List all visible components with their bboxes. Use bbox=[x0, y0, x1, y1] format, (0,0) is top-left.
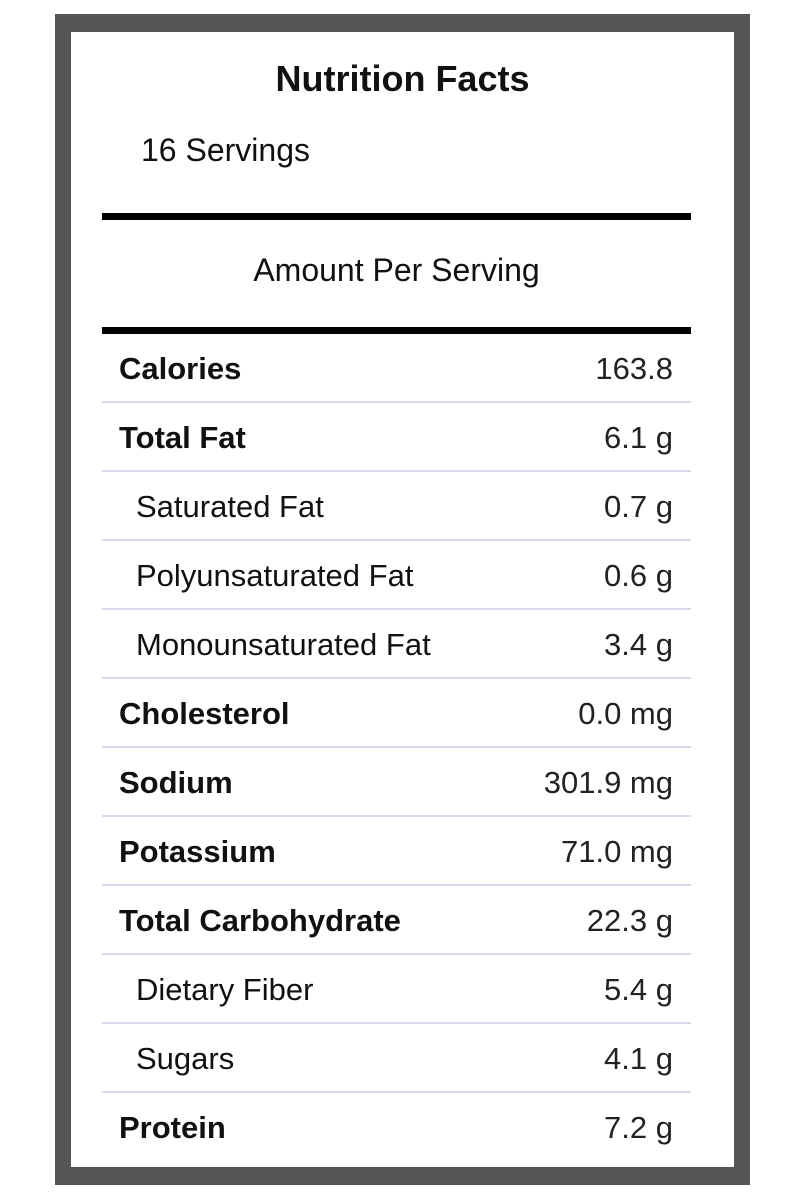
nutrition-label-frame: Nutrition Facts 16 Servings Amount Per S… bbox=[55, 14, 750, 1185]
nutrient-row-dietary-fiber: Dietary Fiber 5.4 g bbox=[102, 955, 691, 1024]
nutrient-name: Calories bbox=[119, 351, 242, 386]
nutrient-value: 22.3 g bbox=[586, 903, 673, 938]
nutrient-name: Potassium bbox=[119, 834, 276, 869]
servings-count: 16 Servings bbox=[141, 132, 310, 168]
nutrient-value: 7.2 g bbox=[604, 1110, 673, 1145]
nutrient-value: 163.8 bbox=[595, 351, 673, 386]
nutrient-row-sugars: Sugars 4.1 g bbox=[102, 1024, 691, 1093]
nutrient-name: Sodium bbox=[119, 765, 233, 800]
nutrient-name: Monounsaturated Fat bbox=[136, 627, 431, 662]
nutrient-row-total-carbohydrate: Total Carbohydrate 22.3 g bbox=[102, 886, 691, 955]
thick-divider-bottom bbox=[102, 327, 691, 334]
nutrient-name: Cholesterol bbox=[119, 696, 290, 731]
nutrient-name: Protein bbox=[119, 1110, 226, 1145]
nutrient-name: Saturated Fat bbox=[136, 489, 324, 524]
nutrient-row-total-fat: Total Fat 6.1 g bbox=[102, 403, 691, 472]
nutrient-name: Total Fat bbox=[119, 420, 246, 455]
nutrient-row-saturated-fat: Saturated Fat 0.7 g bbox=[102, 472, 691, 541]
nutrient-row-monounsaturated-fat: Monounsaturated Fat 3.4 g bbox=[102, 610, 691, 679]
nutrient-value: 301.9 mg bbox=[543, 765, 673, 800]
nutrient-value: 0.6 g bbox=[604, 558, 673, 593]
nutrient-value: 6.1 g bbox=[604, 420, 673, 455]
nutrient-row-potassium: Potassium 71.0 mg bbox=[102, 817, 691, 886]
nutrient-value: 3.4 g bbox=[604, 627, 673, 662]
nutrient-value: 0.7 g bbox=[604, 489, 673, 524]
nutrient-value: 71.0 mg bbox=[560, 834, 673, 869]
nutrition-label-panel: Nutrition Facts 16 Servings Amount Per S… bbox=[71, 32, 734, 1167]
nutrient-row-polyunsaturated-fat: Polyunsaturated Fat 0.6 g bbox=[102, 541, 691, 610]
nutrient-list: Calories 163.8 Total Fat 6.1 g Saturated… bbox=[102, 334, 691, 1162]
nutrient-name: Dietary Fiber bbox=[136, 972, 314, 1007]
nutrient-row-sodium: Sodium 301.9 mg bbox=[102, 748, 691, 817]
nutrient-row-calories: Calories 163.8 bbox=[102, 334, 691, 403]
amount-per-serving-heading: Amount Per Serving bbox=[253, 252, 540, 288]
nutrient-value: 0.0 mg bbox=[578, 696, 673, 731]
nutrient-value: 4.1 g bbox=[604, 1041, 673, 1076]
nutrient-name: Polyunsaturated Fat bbox=[136, 558, 414, 593]
nutrient-row-cholesterol: Cholesterol 0.0 mg bbox=[102, 679, 691, 748]
nutrition-facts-title: Nutrition Facts bbox=[275, 58, 530, 99]
nutrient-name: Total Carbohydrate bbox=[119, 903, 401, 938]
nutrient-name: Sugars bbox=[136, 1041, 235, 1076]
nutrient-value: 5.4 g bbox=[604, 972, 673, 1007]
nutrient-row-protein: Protein 7.2 g bbox=[102, 1093, 691, 1162]
thick-divider-top bbox=[102, 213, 691, 220]
